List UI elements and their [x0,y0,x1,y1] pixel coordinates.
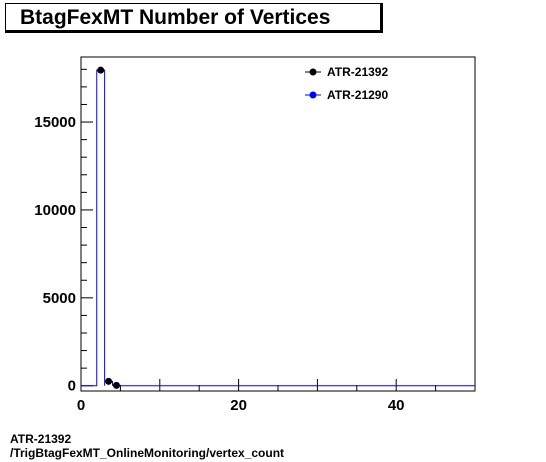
data-point [97,66,105,74]
plot-frame [80,56,476,392]
y-tick-label: 0 [68,378,76,395]
x-tick-label: 0 [77,397,85,414]
series-layer [81,66,475,389]
title-box: BtagFexMT Number of Vertices [5,3,383,33]
data-point [105,377,113,385]
x-axis: 0 20 40 [77,379,476,414]
series-atr-21290-histogram [81,69,475,387]
y-tick-label: 5000 [43,290,76,307]
chart-title: BtagFexMT Number of Vertices [20,6,331,29]
legend-label: ATR-21290 [327,88,388,102]
y-tick-label: 10000 [34,202,76,219]
footer-path-label: /TrigBtagFexMT_OnlineMonitoring/vertex_c… [10,446,285,460]
x-tick-label: 20 [230,397,247,414]
legend-marker [309,91,317,99]
legend: ATR-21392 ATR-21290 [305,65,388,102]
footer-run-label: ATR-21392 [10,432,72,446]
y-tick-label: 15000 [34,114,76,131]
x-tick-label: 40 [388,397,405,414]
y-axis: 0 5000 10000 15000 [34,68,93,395]
legend-marker [309,68,317,76]
legend-label: ATR-21392 [327,65,388,79]
data-point [112,381,120,389]
